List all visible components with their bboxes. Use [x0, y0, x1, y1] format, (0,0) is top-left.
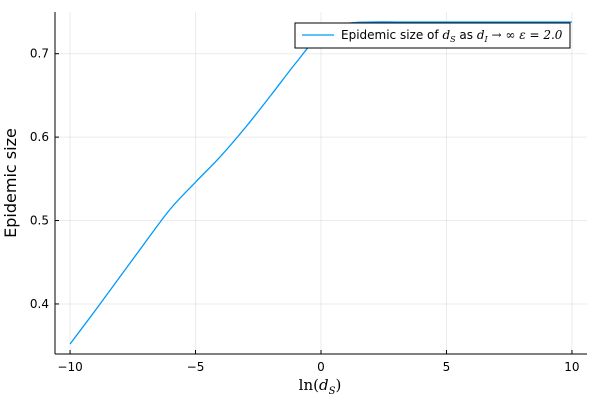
x-axis-title-var: d — [319, 376, 329, 394]
legend-label: Epidemic size of dS as dI → ∞ ε = 2.0 — [341, 28, 563, 44]
grid — [55, 12, 587, 354]
x-ticks: −10 −5 0 5 10 — [57, 350, 580, 374]
x-tick-label: −5 — [187, 360, 205, 374]
y-tick-label: 0.7 — [30, 47, 49, 61]
y-tick-label: 0.5 — [30, 214, 49, 228]
y-tick-label: 0.4 — [30, 297, 49, 311]
legend-sub1: S — [450, 35, 456, 44]
x-axis-title-sub: S — [329, 386, 336, 397]
legend-mid: as — [456, 28, 477, 42]
legend: Epidemic size of dS as dI → ∞ ε = 2.0 — [294, 22, 571, 49]
y-axis-title: Epidemic size — [1, 128, 20, 238]
y-ticks: 0.4 0.5 0.6 0.7 — [30, 47, 59, 311]
x-tick-label: 10 — [564, 360, 579, 374]
legend-var2: d — [477, 28, 485, 42]
legend-box — [294, 22, 571, 49]
x-axis-title: ln(dS) — [299, 376, 342, 397]
legend-sub2: I — [484, 35, 489, 44]
x-tick-label: 5 — [443, 360, 451, 374]
legend-prefix: Epidemic size of — [341, 28, 442, 42]
legend-var1: d — [442, 28, 450, 42]
x-axis-title-close: ) — [335, 376, 341, 394]
x-tick-label: −10 — [57, 360, 82, 374]
x-tick-label: 0 — [317, 360, 325, 374]
legend-suffix: → ∞ ε = 2.0 — [488, 28, 563, 42]
y-tick-label: 0.6 — [30, 130, 49, 144]
x-axis-title-func: ln( — [299, 376, 319, 394]
